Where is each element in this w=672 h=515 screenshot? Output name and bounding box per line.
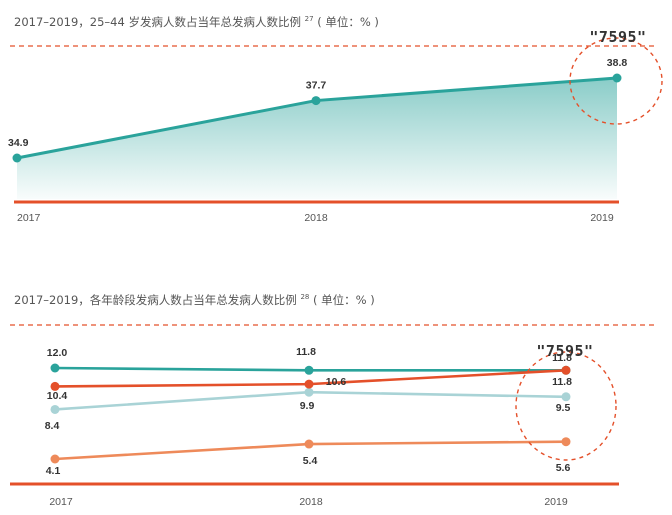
chart-2-title-unit: ( 单位：% ): [313, 293, 375, 307]
data-point: [304, 439, 314, 449]
chart-2: 12.0 11.8 11.8 10.4 10.6 11.8 8.4 9.9 9.5 4.1 5.4 5…: [10, 324, 654, 508]
data-label: 34.9: [8, 137, 29, 149]
highlight-dashed-circle: [569, 37, 663, 125]
x-tick-label: 2018: [299, 496, 323, 508]
data-label: 38.8: [607, 57, 628, 69]
stamp-label: "7595": [589, 28, 646, 46]
chart-2-title-main: 2017–2019，各年龄段发病人数占当年总发病人数比例: [14, 293, 297, 307]
area-fill: [17, 78, 617, 199]
highlight-dashed-circle: [515, 351, 617, 461]
data-label: 8.4: [45, 420, 60, 432]
data-label: 5.6: [556, 462, 571, 474]
data-point: [304, 379, 314, 389]
data-label: 37.7: [306, 80, 327, 92]
data-point: [311, 96, 321, 106]
chart-1-title: 2017–2019，25–44 岁发病人数占当年总发病人数比例 27 ( 单位：…: [14, 14, 379, 30]
data-point: [50, 454, 60, 464]
data-label: 5.4: [303, 455, 318, 467]
x-tick-label: 2019: [544, 496, 568, 508]
chart-1-title-footnote: 27: [304, 15, 314, 24]
data-label: 10.6: [326, 376, 347, 388]
data-point: [561, 437, 571, 447]
data-point: [561, 392, 571, 402]
data-point: [50, 363, 60, 373]
data-label: 11.8: [552, 376, 572, 388]
chart-2-title: 2017–2019，各年龄段发病人数占当年总发病人数比例 28 ( 单位：% ): [14, 292, 375, 308]
x-tick-label: 2019: [590, 212, 614, 224]
data-label: 4.1: [46, 465, 61, 477]
data-label: 11.8: [296, 346, 316, 358]
data-point: [304, 365, 314, 375]
data-point: [50, 381, 60, 391]
data-point: [612, 73, 622, 83]
chart-1-title-main: 2017–2019，25–44 岁发病人数占当年总发病人数比例: [14, 15, 301, 29]
data-label: 11.8: [552, 352, 572, 364]
data-point: [50, 404, 60, 414]
x-tick-label: 2017: [49, 496, 73, 508]
data-label: 12.0: [47, 347, 68, 359]
data-label: 9.5: [556, 402, 571, 414]
data-point: [304, 387, 314, 397]
chart-1-title-unit: ( 单位：% ): [317, 15, 379, 29]
data-point: [561, 365, 571, 375]
data-label: 10.4: [47, 390, 68, 402]
chart-1: 34.9 37.7 38.8 2017 2018 2019 "7595": [8, 28, 663, 224]
data-label: 9.9: [300, 400, 315, 412]
stamp-label: "7595": [536, 342, 593, 360]
data-point: [12, 153, 22, 163]
x-tick-label: 2018: [304, 212, 328, 224]
x-tick-label: 2017: [17, 212, 41, 224]
chart-2-title-footnote: 28: [300, 293, 310, 302]
